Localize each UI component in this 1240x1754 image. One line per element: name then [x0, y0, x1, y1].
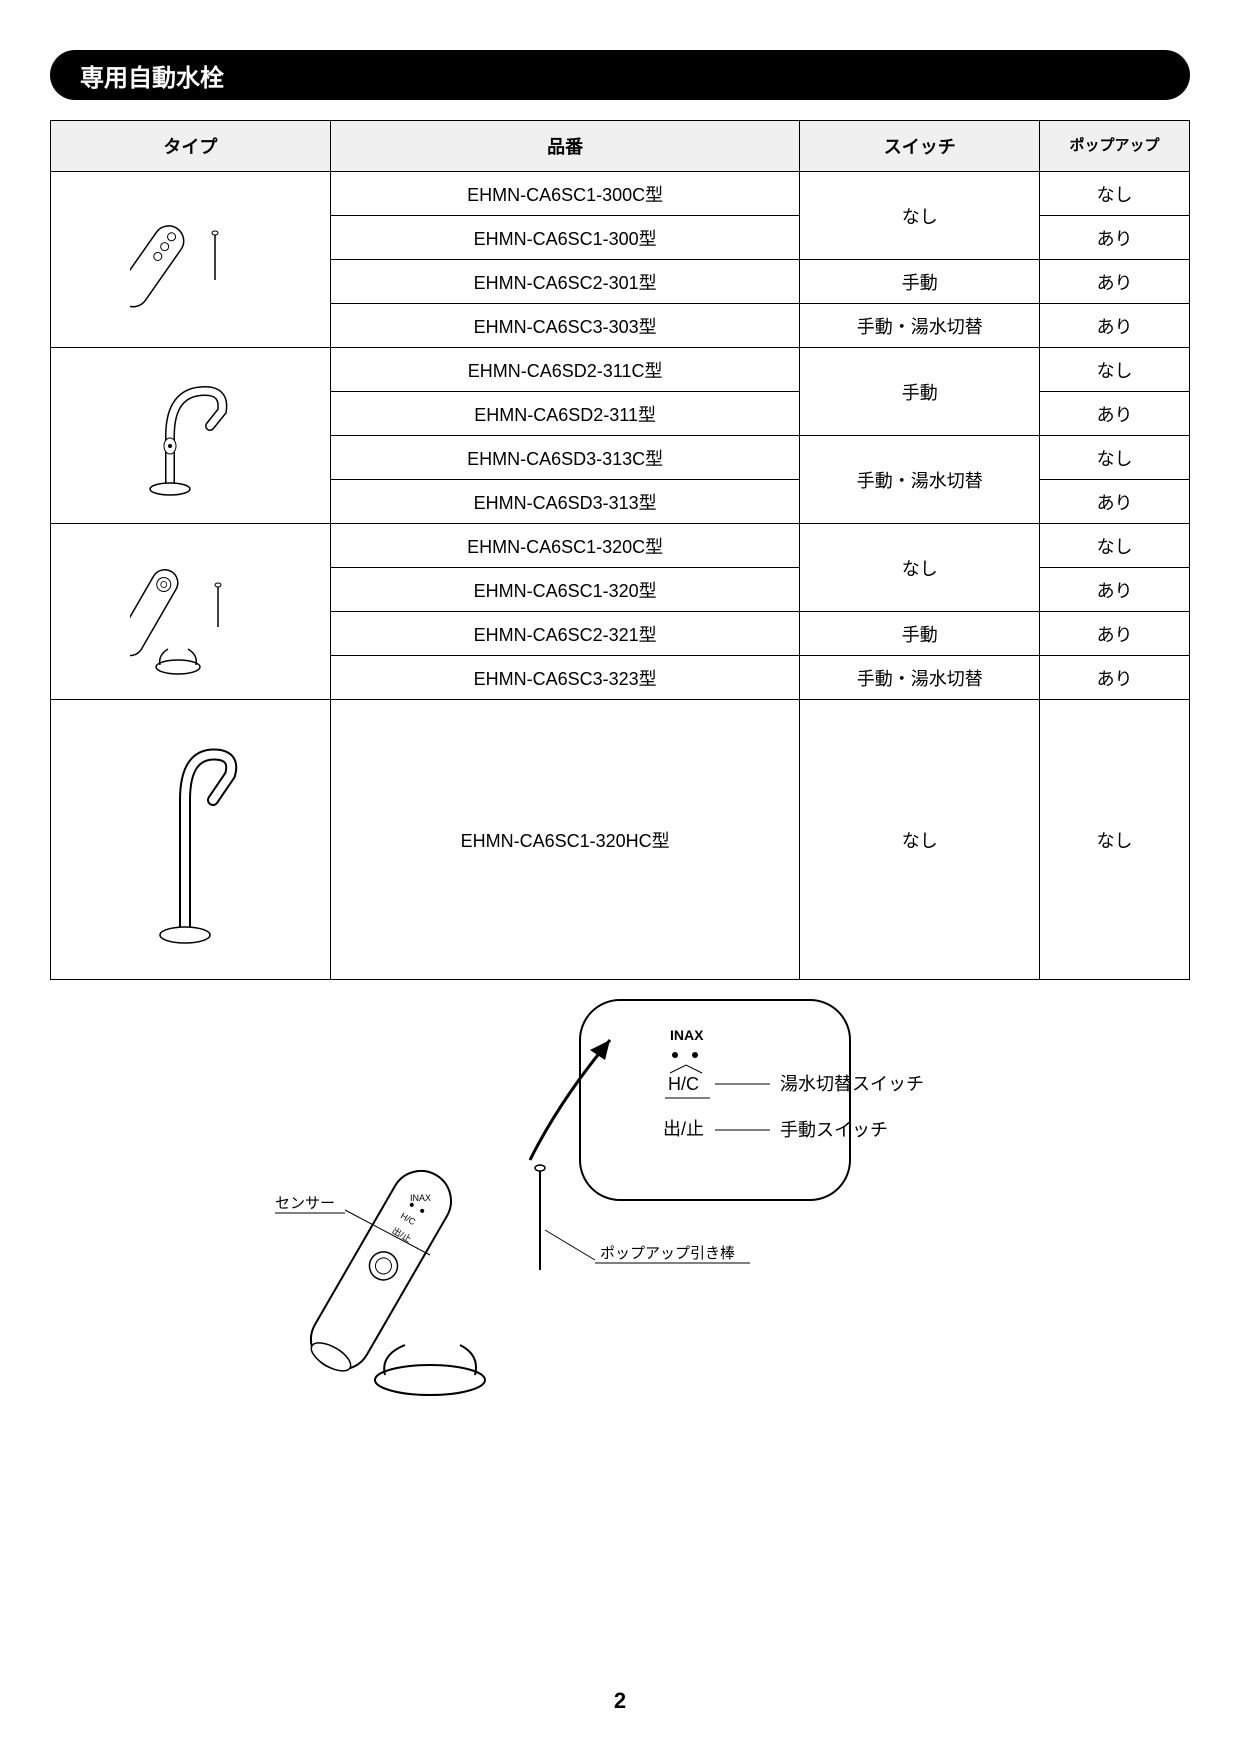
svg-text:INAX: INAX	[410, 1193, 431, 1203]
popup-cell: あり	[1040, 304, 1190, 348]
popup-cell: あり	[1040, 260, 1190, 304]
table-row: EHMN-CA6SC1-300C型なしなし	[51, 172, 1190, 216]
part-number-cell: EHMN-CA6SC1-300型	[330, 216, 800, 260]
page-number: 2	[0, 1688, 1240, 1714]
table-row: EHMN-CA6SC1-320HC型なしなし	[51, 700, 1190, 980]
part-number-cell: EHMN-CA6SC3-323型	[330, 656, 800, 700]
part-number-cell: EHMN-CA6SC3-303型	[330, 304, 800, 348]
switch-cell: 手動	[800, 348, 1040, 436]
col-header-popup: ポップアップ	[1040, 121, 1190, 172]
switch-cell: なし	[800, 172, 1040, 260]
col-header-type: タイプ	[51, 121, 331, 172]
part-number-cell: EHMN-CA6SC1-320型	[330, 568, 800, 612]
hc-text: H/C	[668, 1074, 699, 1094]
sensor-label: センサー	[275, 1195, 335, 1212]
part-number-cell: EHMN-CA6SC2-301型	[330, 260, 800, 304]
switch-cell: 手動・湯水切替	[800, 304, 1040, 348]
control-panel-zoom: INAX H/C 出/止 湯水切替スイッチ 手動スイッチ	[580, 1000, 924, 1200]
manual-switch-label: 手動スイッチ	[780, 1120, 888, 1140]
switch-cell: なし	[800, 700, 1040, 980]
col-header-part: 品番	[330, 121, 800, 172]
section-header: 専用自動水栓	[50, 50, 1190, 100]
switch-cell: なし	[800, 524, 1040, 612]
popup-cell: なし	[1040, 172, 1190, 216]
part-number-cell: EHMN-CA6SD3-313C型	[330, 436, 800, 480]
popup-rod-label: ポップアップ引き棒	[600, 1245, 735, 1262]
switch-cell: 手動	[800, 260, 1040, 304]
part-number-cell: EHMN-CA6SC2-321型	[330, 612, 800, 656]
type-icon-cell	[51, 700, 331, 980]
popup-cell: なし	[1040, 524, 1190, 568]
faucet-body-diagram: INAX H/C 出/止	[300, 1160, 545, 1395]
brand-text: INAX	[670, 1027, 704, 1043]
col-header-switch: スイッチ	[800, 121, 1040, 172]
part-number-cell: EHMN-CA6SD2-311型	[330, 392, 800, 436]
switch-cell: 手動・湯水切替	[800, 436, 1040, 524]
part-number-cell: EHMN-CA6SC1-320C型	[330, 524, 800, 568]
table-row: EHMN-CA6SC1-320C型なしなし	[51, 524, 1190, 568]
popup-cell: あり	[1040, 568, 1190, 612]
popup-cell: あり	[1040, 480, 1190, 524]
switch-cell: 手動	[800, 612, 1040, 656]
popup-cell: あり	[1040, 216, 1190, 260]
section-title: 専用自動水栓	[80, 58, 224, 93]
part-number-cell: EHMN-CA6SD2-311C型	[330, 348, 800, 392]
part-number-cell: EHMN-CA6SC1-320HC型	[330, 700, 800, 980]
start-stop-text: 出/止	[663, 1119, 704, 1139]
part-number-cell: EHMN-CA6SC1-300C型	[330, 172, 800, 216]
diagram-svg: INAX H/C 出/止 湯水切替スイッチ 手動スイッチ	[50, 980, 1190, 1480]
popup-cell: あり	[1040, 612, 1190, 656]
type-icon-cell	[51, 524, 331, 700]
part-number-cell: EHMN-CA6SD3-313型	[330, 480, 800, 524]
diagram-area: INAX H/C 出/止 湯水切替スイッチ 手動スイッチ	[50, 980, 1190, 1480]
product-table: タイプ 品番 スイッチ ポップアップ EHMN-CA6SC1-300C型なしなし…	[50, 120, 1190, 980]
type-icon-cell	[51, 172, 331, 348]
switch-cell: 手動・湯水切替	[800, 656, 1040, 700]
hot-cold-label: 湯水切替スイッチ	[780, 1074, 924, 1094]
popup-cell: なし	[1040, 436, 1190, 480]
popup-cell: あり	[1040, 656, 1190, 700]
popup-cell: あり	[1040, 392, 1190, 436]
table-header-row: タイプ 品番 スイッチ ポップアップ	[51, 121, 1190, 172]
popup-cell: なし	[1040, 348, 1190, 392]
popup-cell: なし	[1040, 700, 1190, 980]
type-icon-cell	[51, 348, 331, 524]
table-row: EHMN-CA6SD2-311C型手動なし	[51, 348, 1190, 392]
